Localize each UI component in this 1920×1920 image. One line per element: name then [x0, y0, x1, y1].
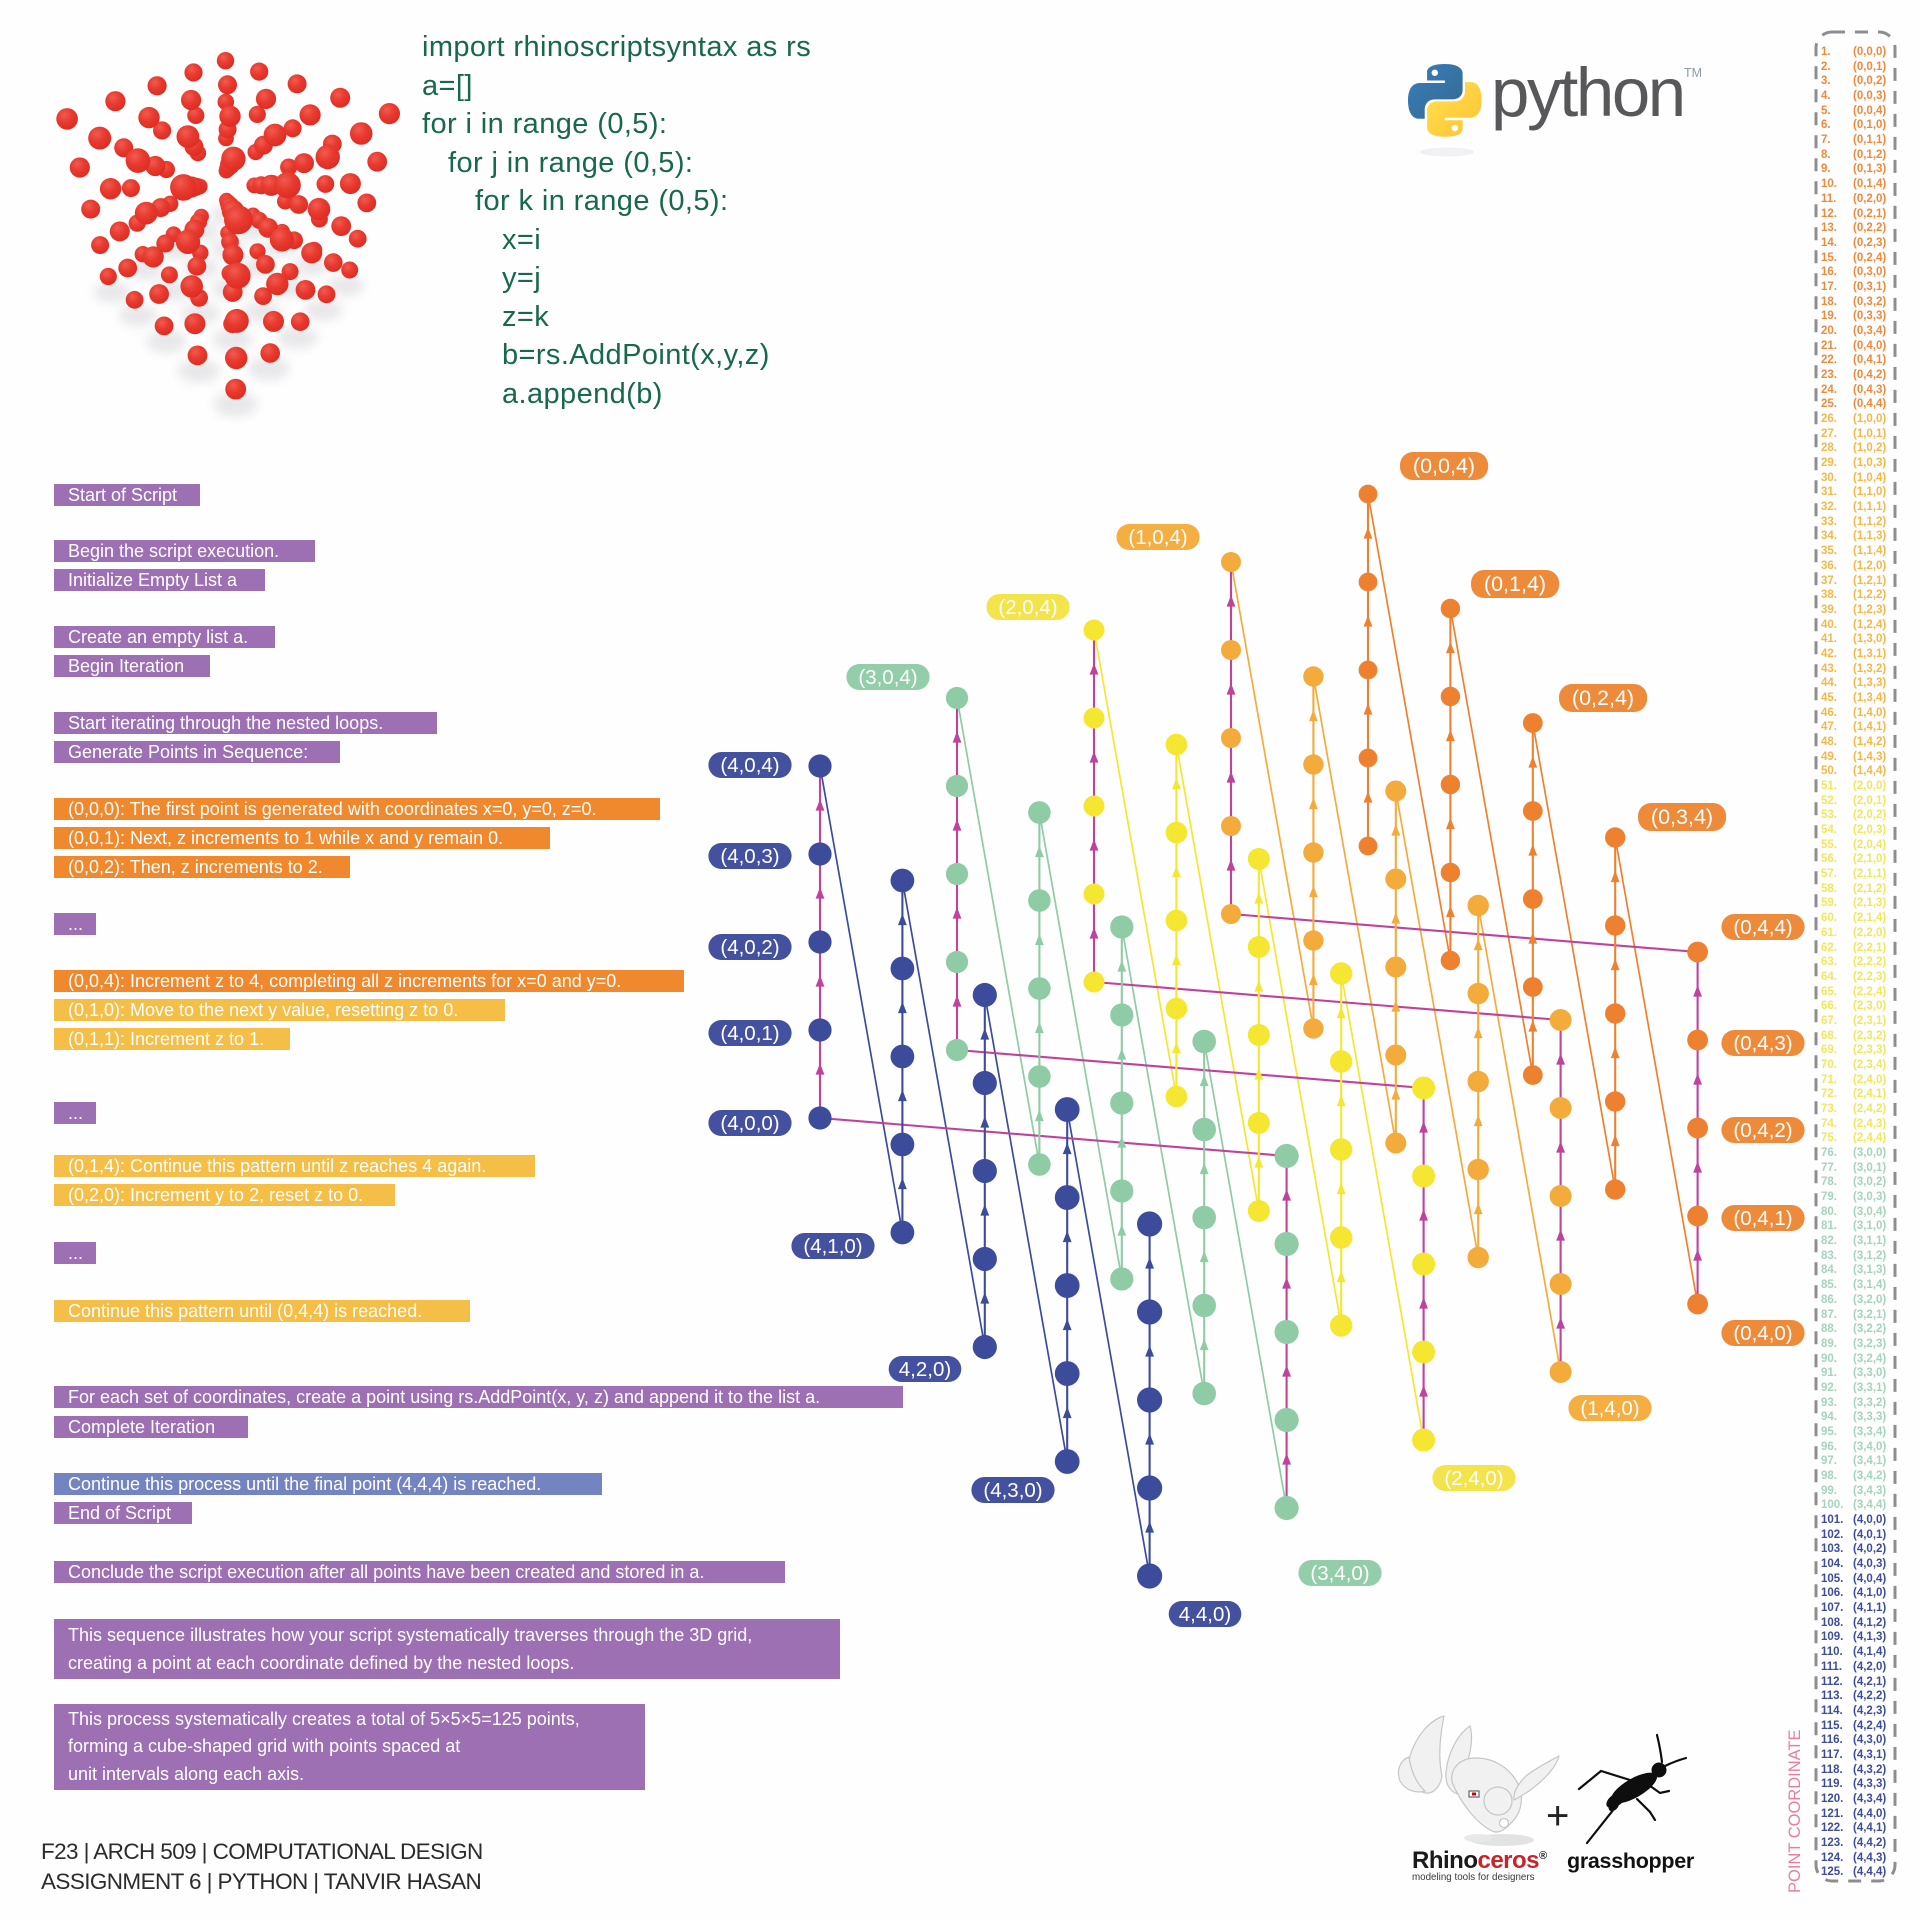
- svg-text:(0,4,2): (0,4,2): [1733, 1119, 1792, 1142]
- svg-text:POINT COORDINATE: POINT COORDINATE: [1786, 1730, 1804, 1894]
- svg-text:(0,4,4): (0,4,4): [1733, 916, 1792, 939]
- svg-text:(2,0,4): (2,0,4): [998, 596, 1057, 619]
- svg-text:(0,4,1): (0,4,1): [1733, 1207, 1792, 1230]
- svg-text:(0,1,4): (0,1,4): [1484, 572, 1546, 596]
- svg-text:(4,0,3): (4,0,3): [720, 845, 779, 868]
- svg-text:(0,4,3): (0,4,3): [1733, 1032, 1792, 1055]
- svg-text:(1,0,4): (1,0,4): [1128, 526, 1187, 549]
- svg-text:(0,3,4): (0,3,4): [1651, 805, 1713, 829]
- svg-text:(4,0,2): (4,0,2): [720, 936, 779, 959]
- svg-text:4,4,0): 4,4,0): [1179, 1603, 1231, 1626]
- svg-text:(4,0,1): (4,0,1): [720, 1022, 779, 1045]
- svg-text:(3,4,0): (3,4,0): [1310, 1562, 1369, 1585]
- svg-text:(1,4,0): (1,4,0): [1580, 1397, 1639, 1420]
- svg-text:(3,0,4): (3,0,4): [858, 666, 917, 689]
- svg-text:(0,0,4): (0,0,4): [1413, 454, 1475, 478]
- svg-text:4,2,0): 4,2,0): [899, 1358, 951, 1381]
- svg-text:(4,0,4): (4,0,4): [720, 754, 779, 777]
- svg-text:(4,1,0): (4,1,0): [803, 1235, 862, 1258]
- svg-text:(0,2,4): (0,2,4): [1572, 686, 1634, 710]
- svg-text:(0,4,0): (0,4,0): [1733, 1322, 1792, 1345]
- svg-text:(4,3,0): (4,3,0): [983, 1479, 1042, 1502]
- svg-text:(4,0,0): (4,0,0): [720, 1112, 779, 1135]
- svg-text:(2,4,0): (2,4,0): [1444, 1467, 1503, 1490]
